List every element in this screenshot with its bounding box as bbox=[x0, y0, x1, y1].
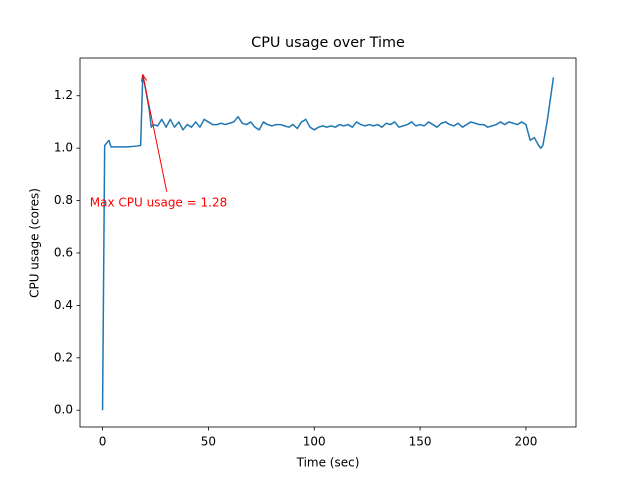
y-tick-label: 0.0 bbox=[54, 403, 73, 417]
y-tick-label: 0.8 bbox=[54, 193, 73, 207]
y-tick-label: 0.2 bbox=[54, 350, 73, 364]
x-tick-label: 0 bbox=[99, 435, 107, 449]
y-tick-label: 0.6 bbox=[54, 245, 73, 259]
annotation-arrowhead bbox=[140, 74, 148, 82]
annotation-text: Max CPU usage = 1.28 bbox=[90, 195, 227, 209]
y-axis-label: CPU usage (cores) bbox=[28, 188, 42, 298]
x-tick-label: 50 bbox=[201, 435, 216, 449]
x-tick-label: 100 bbox=[303, 435, 326, 449]
x-tick-label: 150 bbox=[409, 435, 432, 449]
y-tick-label: 0.4 bbox=[54, 298, 73, 312]
chart-title: CPU usage over Time bbox=[251, 35, 405, 51]
y-tick-label: 1.2 bbox=[54, 88, 73, 102]
annotation-arrow bbox=[142, 74, 168, 192]
line-series bbox=[101, 74, 555, 411]
x-tick-label: 200 bbox=[514, 435, 537, 449]
y-tick-label: 1.0 bbox=[54, 141, 73, 155]
x-axis-label: Time (sec) bbox=[296, 456, 360, 470]
plot-frame bbox=[79, 57, 577, 428]
